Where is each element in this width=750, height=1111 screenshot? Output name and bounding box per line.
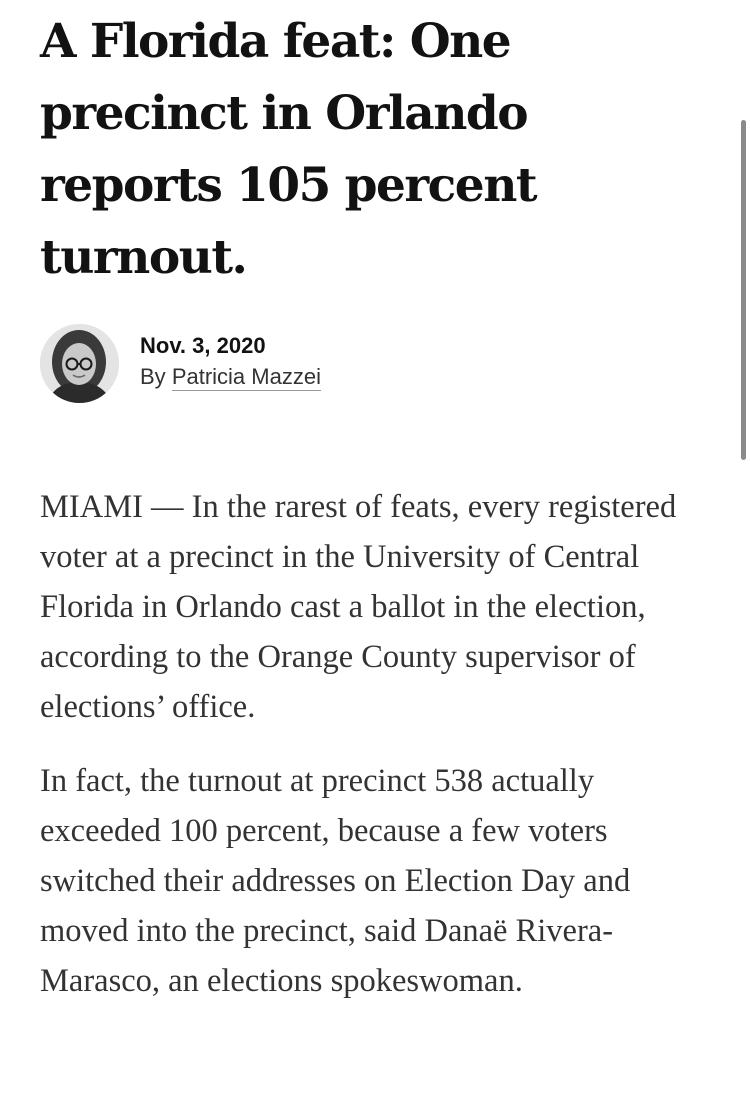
byline-meta: Nov. 3, 2020 By Patricia Mazzei bbox=[140, 332, 321, 392]
author-link[interactable]: Patricia Mazzei bbox=[171, 364, 321, 391]
publish-date: Nov. 3, 2020 bbox=[140, 333, 266, 358]
byline-prefix: By bbox=[140, 364, 166, 389]
byline: Nov. 3, 2020 By Patricia Mazzei bbox=[40, 324, 640, 404]
author-portrait-icon bbox=[40, 324, 119, 403]
article-body: MIAMI — In the rarest of feats, every re… bbox=[40, 482, 710, 1030]
body-paragraph: MIAMI — In the rarest of feats, every re… bbox=[40, 489, 677, 725]
body-paragraph: In fact, the turnout at precinct 538 act… bbox=[40, 763, 631, 999]
author-line: By Patricia Mazzei bbox=[140, 362, 321, 392]
article-headline: A Florida feat: One precinct in Orlando … bbox=[40, 14, 538, 285]
scrollbar-thumb[interactable] bbox=[741, 120, 746, 460]
author-avatar[interactable] bbox=[40, 324, 119, 403]
